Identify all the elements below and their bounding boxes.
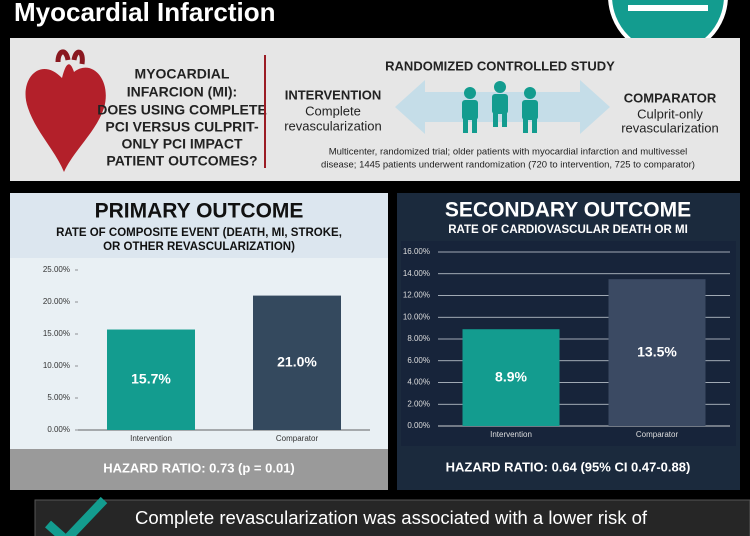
question-line: MYOCARDIAL — [135, 66, 230, 82]
conclusion-box — [34, 499, 750, 536]
bar — [253, 295, 341, 430]
y-tick-label: 15.00% — [43, 329, 70, 338]
x-tick-label: Comparator — [276, 434, 319, 443]
primary-header — [10, 193, 388, 258]
y-tick-label: 10.00% — [43, 361, 70, 370]
intervention-text: revascularization — [284, 118, 382, 133]
study-panel — [10, 38, 740, 181]
comparator-text: Culprit-only — [637, 106, 703, 121]
question-line: DOES USING COMPLETE — [97, 102, 267, 118]
y-tick-label: 4.00% — [407, 378, 430, 387]
chart-title: PRIMARY OUTCOME — [95, 200, 304, 223]
y-tick-label: 8.00% — [407, 334, 430, 343]
chart-title: SECONDARY OUTCOME — [445, 199, 691, 222]
x-tick-label: Intervention — [130, 434, 172, 443]
question-line: PATIENT OUTCOMES? — [106, 153, 257, 169]
y-tick-label: 5.00% — [47, 393, 70, 402]
y-tick-label: 12.00% — [403, 291, 430, 300]
y-tick-label: 0.00% — [407, 421, 430, 430]
page-title: Myocardial Infarction — [14, 0, 276, 27]
intervention-heading: INTERVENTION — [285, 87, 382, 102]
question-line: INFARCION (MI): — [127, 84, 237, 100]
bar — [107, 329, 195, 430]
chart-subtitle: RATE OF CARDIOVASCULAR DEATH OR MI — [448, 224, 688, 236]
study-description: Multicenter, randomized trial; older pat… — [329, 147, 688, 158]
primary-footer — [10, 449, 388, 490]
comparator-heading: COMPARATOR — [624, 90, 717, 105]
bar-value-label: 8.9% — [495, 368, 527, 384]
y-tick-label: 14.00% — [403, 269, 430, 278]
y-tick-label: 25.00% — [43, 265, 70, 274]
study-description: disease; 1445 patients underwent randomi… — [321, 160, 695, 171]
y-tick-label: 20.00% — [43, 297, 70, 306]
intervention-text: Complete — [305, 103, 361, 118]
people-icon — [462, 81, 538, 133]
check-icon — [45, 496, 108, 536]
bar-value-label: 21.0% — [277, 354, 317, 370]
question-line: PCI VERSUS CULPRIT- — [105, 119, 259, 135]
study-heading: RANDOMIZED CONTROLLED STUDY — [385, 58, 615, 73]
y-tick-label: 10.00% — [403, 312, 430, 321]
hazard-ratio: HAZARD RATIO: 0.73 (p = 0.01) — [103, 460, 295, 475]
x-tick-label: Comparator — [636, 430, 679, 439]
question-line: ONLY PCI IMPACT — [121, 136, 243, 152]
bar-value-label: 13.5% — [637, 343, 677, 359]
y-tick-label: 16.00% — [403, 247, 430, 256]
y-tick-label: 0.00% — [47, 425, 70, 434]
x-tick-label: Intervention — [490, 430, 532, 439]
y-tick-label: 6.00% — [407, 356, 430, 365]
bar — [462, 329, 560, 426]
hazard-ratio: HAZARD RATIO: 0.64 (95% CI 0.47-0.88) — [446, 459, 691, 474]
bar — [608, 279, 706, 426]
bar-value-label: 15.7% — [131, 370, 171, 386]
y-tick-label: 2.00% — [407, 399, 430, 408]
heart-vessels — [55, 49, 85, 65]
chart-subtitle: RATE OF COMPOSITE EVENT (DEATH, MI, STRO… — [56, 227, 342, 239]
conclusion-text: Complete revascularization was associate… — [135, 507, 648, 528]
chart-subtitle: OR OTHER REVASCULARIZATION) — [103, 241, 295, 253]
heart-icon — [25, 64, 106, 172]
comparator-text: revascularization — [621, 120, 719, 135]
